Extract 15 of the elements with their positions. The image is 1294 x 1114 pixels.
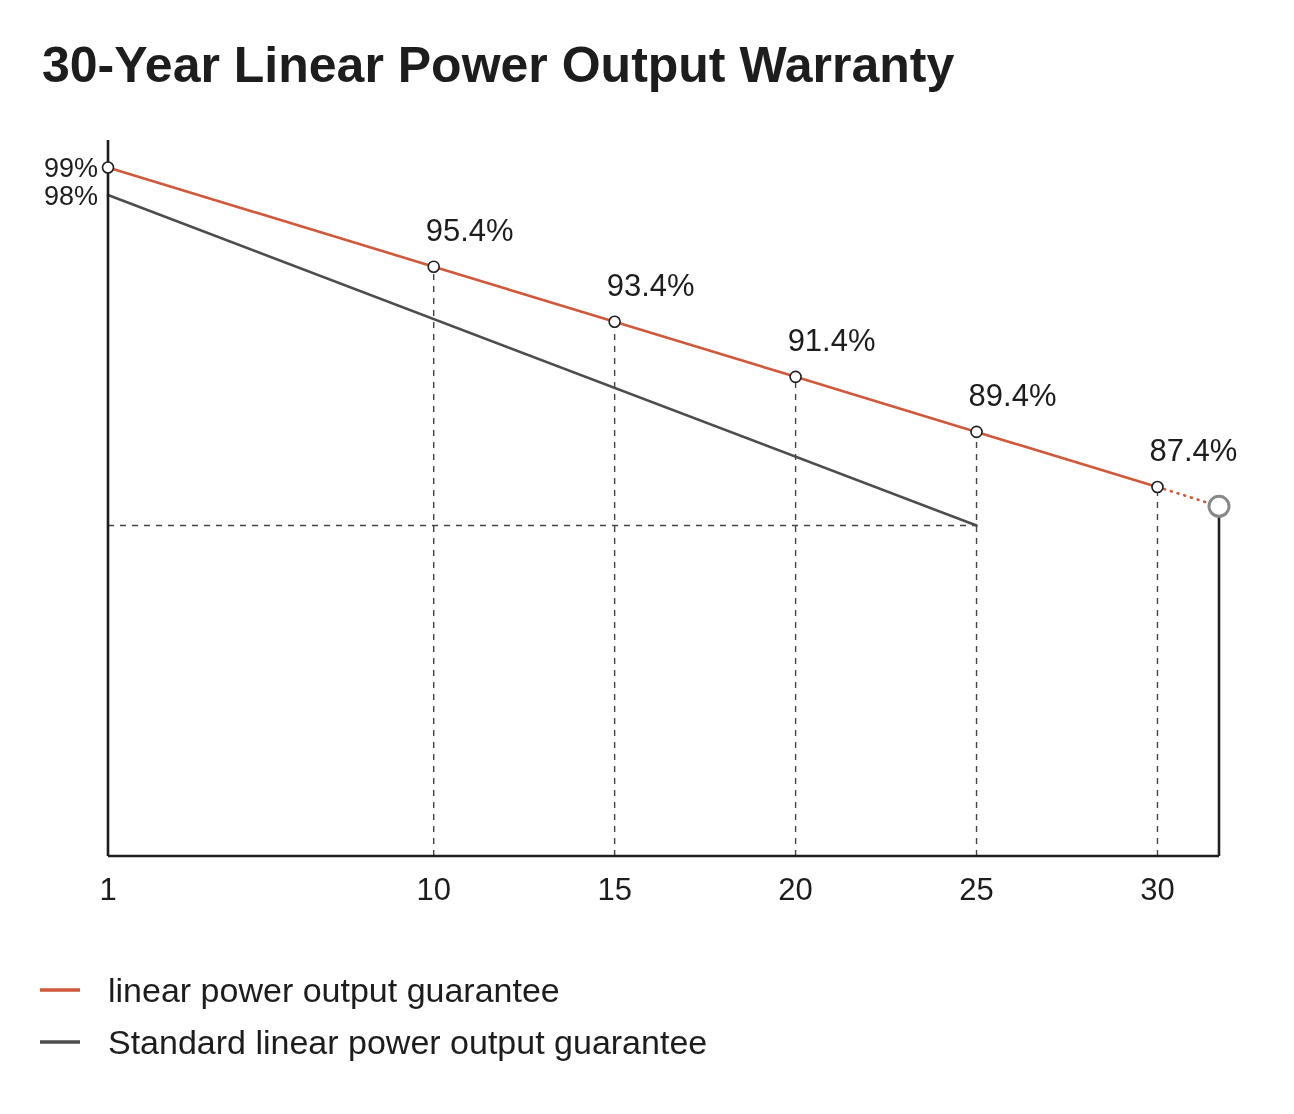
x-tick-label: 25: [959, 872, 994, 908]
x-tick-label: 1: [99, 872, 117, 908]
x-tick-label: 20: [778, 872, 813, 908]
chart-title: 30-Year Linear Power Output Warranty: [41, 36, 956, 95]
point: [1207, 494, 1231, 518]
data-label: 87.4%: [1149, 432, 1238, 468]
x-tick-label: 10: [416, 872, 451, 908]
x-tick-label: 30: [1140, 872, 1175, 908]
data-label: 91.4%: [787, 322, 876, 358]
x-tick-label: 15: [597, 872, 632, 908]
data-label: 93.4%: [606, 267, 695, 303]
legend-label: linear power output guarantee: [108, 970, 560, 1010]
data-label: 95.4%: [425, 212, 514, 248]
legend-label: Standard linear power output guarantee: [108, 1022, 708, 1062]
data-label: 89.4%: [968, 377, 1057, 413]
